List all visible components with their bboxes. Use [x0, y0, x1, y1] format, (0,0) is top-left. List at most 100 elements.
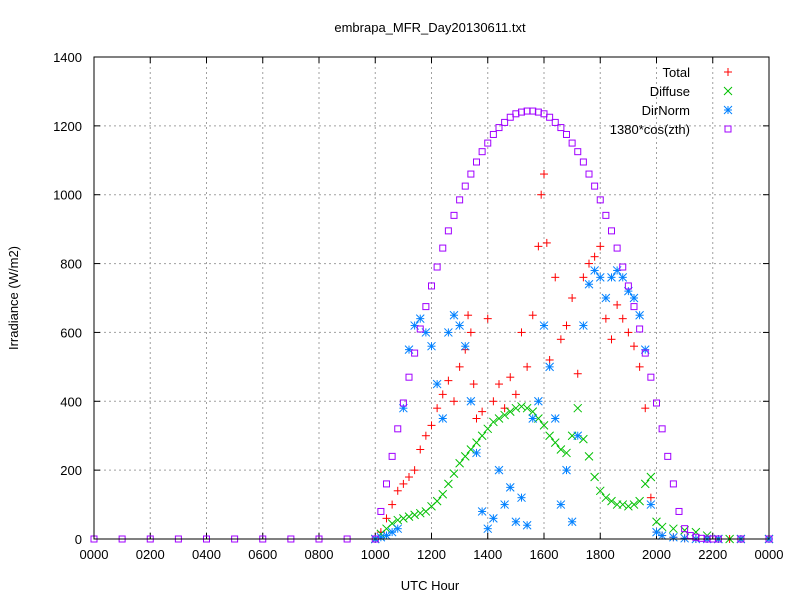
data-point [461, 182, 469, 190]
x-tick-label: 2200 [698, 547, 727, 562]
data-point [640, 479, 650, 489]
y-tick-label: 800 [60, 257, 82, 272]
data-point [658, 425, 666, 433]
data-point [585, 170, 593, 178]
data-point [579, 434, 588, 444]
x-tick-label: 1400 [473, 547, 502, 562]
data-point [405, 473, 413, 482]
chart-title: embrapa_MFR_Day20130611.txt [334, 20, 526, 35]
data-point [562, 321, 571, 330]
data-point [433, 404, 442, 413]
data-point [483, 524, 493, 534]
data-point [416, 325, 424, 333]
data-point [466, 396, 476, 406]
data-point [681, 525, 689, 533]
data-point [669, 480, 677, 488]
data-point [483, 424, 493, 434]
data-point [647, 373, 655, 381]
data-point [438, 489, 448, 499]
data-point [630, 342, 638, 351]
x-tick-label: 1000 [361, 547, 390, 562]
legend-label: DirNorm [642, 103, 690, 118]
data-point [477, 507, 487, 516]
y-tick-label: 1200 [53, 119, 82, 134]
data-point [439, 244, 447, 252]
data-point [444, 227, 452, 235]
data-point [477, 431, 487, 441]
data-point [669, 532, 678, 542]
data-point [545, 362, 554, 372]
data-point [421, 431, 430, 440]
data-point [393, 486, 402, 495]
data-point [388, 500, 397, 509]
data-point [455, 362, 464, 371]
data-point [422, 303, 430, 311]
data-point [579, 273, 588, 282]
data-point [450, 211, 458, 219]
data-point [636, 325, 644, 333]
data-point [539, 421, 549, 430]
plot-frame [93, 56, 770, 540]
data-point [473, 158, 480, 166]
legend-marker [724, 125, 732, 133]
legend-marker [723, 105, 733, 115]
data-point [415, 508, 425, 518]
data-point [590, 472, 599, 482]
data-point [399, 513, 408, 523]
data-point [506, 373, 515, 382]
data-point [494, 414, 504, 423]
data-point [522, 520, 532, 530]
data-point [505, 407, 515, 416]
data-point [455, 458, 464, 468]
x-tick-label: 1800 [586, 547, 615, 562]
data-point [494, 465, 504, 475]
data-point [517, 402, 526, 411]
data-point [624, 328, 633, 337]
legend-label: 1380*cos(zth) [610, 122, 690, 137]
data-point [664, 452, 672, 460]
data-point [607, 496, 616, 506]
data-point [551, 118, 559, 126]
data-point [489, 130, 497, 138]
data-point [613, 300, 622, 309]
data-point [540, 170, 548, 179]
data-point [619, 263, 627, 271]
data-point [466, 328, 475, 337]
data-point [563, 130, 570, 138]
data-point [618, 314, 627, 323]
data-point [472, 448, 481, 458]
data-point [635, 496, 644, 506]
data-point [472, 414, 481, 423]
data-point [545, 355, 554, 364]
data-series [90, 107, 774, 544]
data-point [607, 272, 616, 282]
legend-label: Diffuse [650, 84, 690, 99]
data-point [556, 500, 566, 509]
data-point [657, 531, 667, 540]
data-point [393, 524, 403, 534]
data-point [495, 380, 503, 389]
data-point [568, 139, 576, 147]
y-tick-label: 600 [60, 325, 82, 340]
data-point [394, 425, 402, 433]
data-point [523, 362, 532, 371]
data-point [545, 431, 554, 441]
data-point [432, 379, 442, 389]
data-point [383, 480, 390, 488]
data-point [444, 376, 453, 385]
data-point [618, 272, 628, 282]
grid [94, 57, 769, 539]
data-point [416, 445, 425, 454]
data-point [517, 328, 526, 337]
legend: Total Diffuse DirNorm 1380*cos(zth) [610, 65, 733, 137]
data-point [427, 341, 436, 351]
x-tick-label: 0800 [305, 547, 334, 562]
data-point [669, 524, 678, 534]
data-point [596, 242, 605, 251]
legend-label: Total [663, 65, 691, 80]
data-point [534, 108, 542, 116]
x-tick-label: 1200 [417, 547, 446, 562]
data-point [500, 500, 509, 509]
data-point [467, 170, 475, 178]
data-point [602, 211, 610, 219]
